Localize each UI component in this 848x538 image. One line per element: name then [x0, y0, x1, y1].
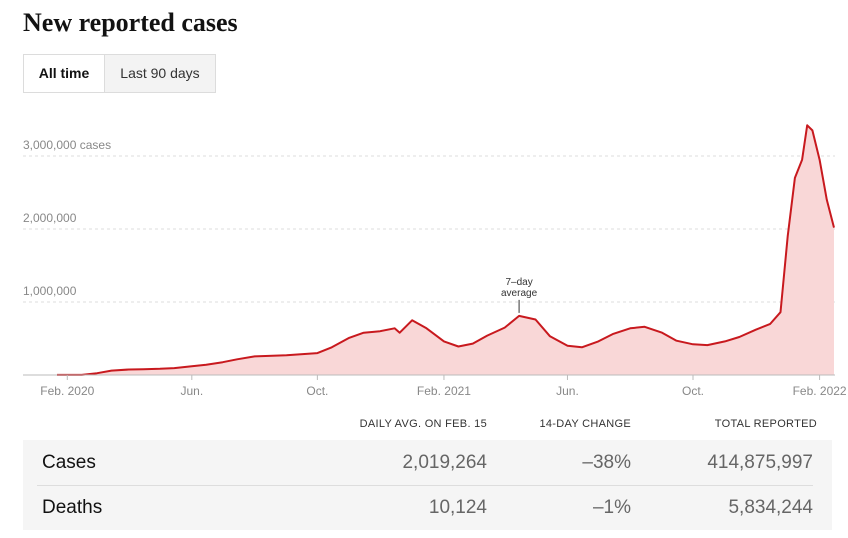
table-cell: 414,875,997	[707, 452, 813, 473]
x-tick-label: Feb. 2022	[793, 384, 847, 398]
table-cell: 10,124	[428, 497, 487, 518]
x-tick-label: Jun.	[180, 384, 203, 398]
x-tick-label: Oct.	[306, 384, 328, 398]
y-tick-label: 1,000,000	[23, 284, 77, 298]
x-tick-label: Feb. 2020	[40, 384, 94, 398]
table-cell: –1%	[592, 497, 631, 518]
x-tick-label: Feb. 2021	[417, 384, 471, 398]
area	[57, 125, 834, 375]
line	[57, 124, 835, 376]
annotation: average	[501, 288, 538, 299]
row-separator	[37, 485, 813, 486]
title: New reported cases	[23, 8, 238, 37]
column-header: 14-DAY CHANGE	[539, 418, 631, 430]
table-cell: –38%	[582, 452, 631, 473]
row-label: Deaths	[42, 497, 103, 518]
x-tick-label: Jun.	[556, 384, 579, 398]
table-cell: 2,019,264	[402, 452, 487, 473]
row-label: Cases	[42, 452, 96, 473]
x-tick-label: Oct.	[682, 384, 704, 398]
tab-all-time[interactable]: All time	[23, 54, 105, 93]
annotation: 7–day	[505, 277, 532, 288]
tab-last-90-days[interactable]: Last 90 days	[104, 54, 216, 93]
column-header: TOTAL REPORTED	[714, 418, 817, 430]
column-header: DAILY AVG. ON FEB. 15	[359, 418, 487, 430]
y-tick-label: 2,000,000	[23, 211, 77, 225]
table-cell: 5,834,244	[728, 497, 813, 518]
y-tick-label: 3,000,000 cases	[23, 138, 111, 152]
chart: 1,000,000 2,000,000 3,000,000 cases Feb. 20…	[23, 124, 847, 398]
